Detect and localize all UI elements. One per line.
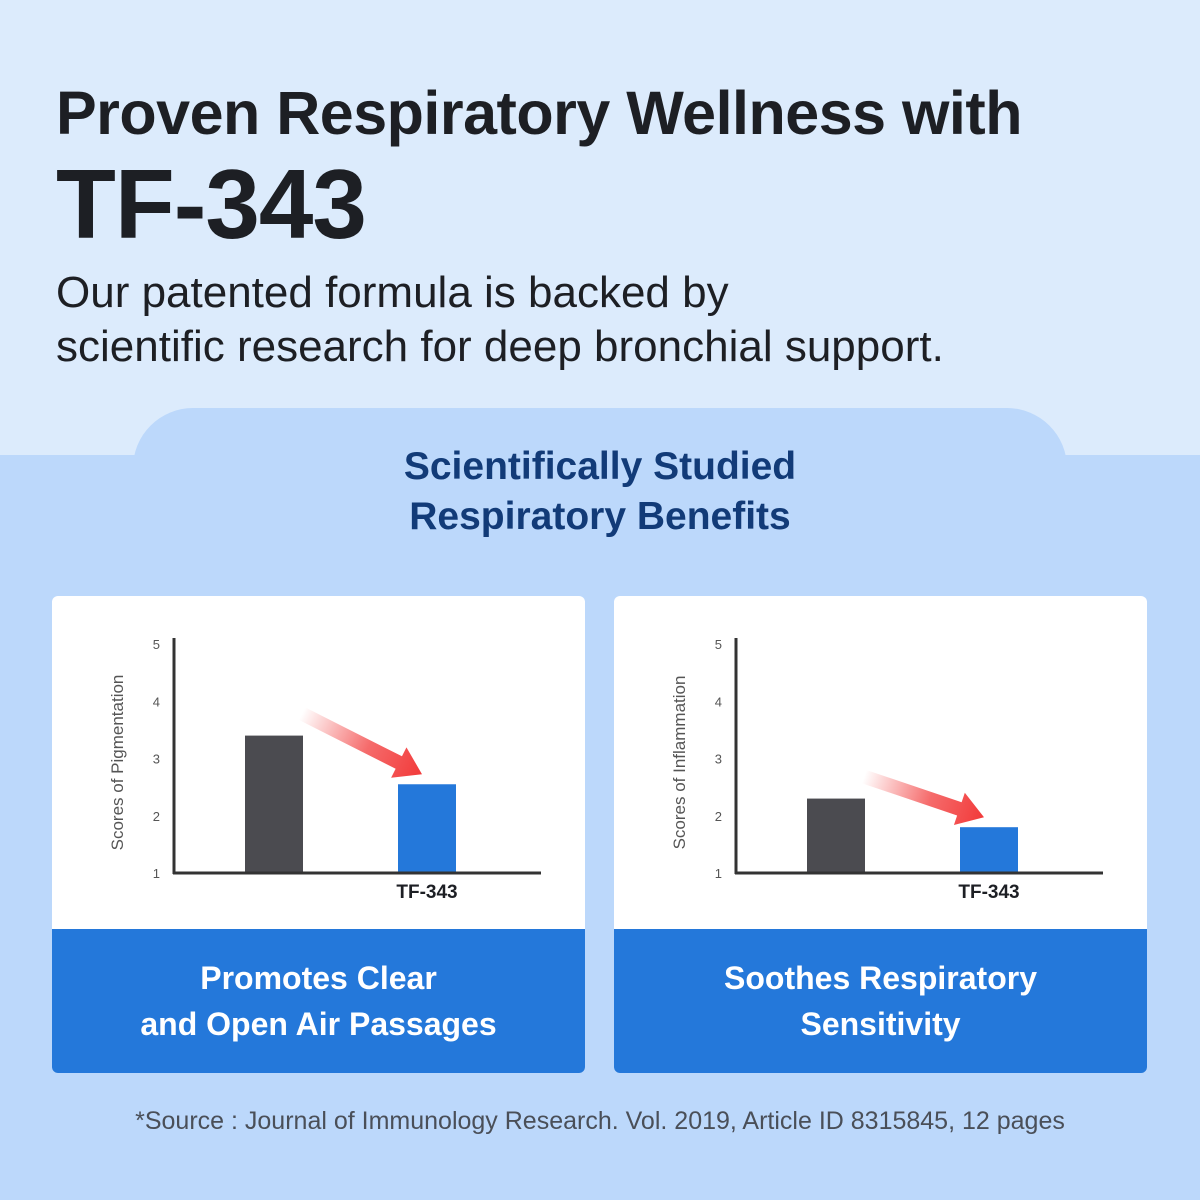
y-tick-label: 5 <box>153 637 160 652</box>
caption-line-1: Soothes Respiratory <box>724 960 1037 996</box>
tf343-bar <box>960 827 1018 873</box>
subtitle-line-1: Our patented formula is backed by <box>56 268 729 317</box>
source-citation: *Source : Journal of Immunology Research… <box>135 1107 1065 1135</box>
tf343-bar <box>398 784 456 873</box>
caption-line-2: and Open Air Passages <box>140 1006 497 1042</box>
pigmentation-card-caption: Promotes Clear and Open Air Passages <box>52 929 585 1073</box>
inflammation-card-caption: Soothes Respiratory Sensitivity <box>614 929 1147 1073</box>
y-tick-label: 2 <box>715 809 722 824</box>
decrease-arrow <box>298 707 423 778</box>
y-tick-label: 4 <box>715 694 722 709</box>
y-axis-label: Scores of Inflammation <box>670 676 689 850</box>
control-bar <box>245 735 303 873</box>
arrow-shape <box>298 707 423 778</box>
pigmentation-card: Scores of Pigmentation 1 2 3 4 5 TF-343 Promot… <box>52 596 585 1073</box>
y-tick-label: 1 <box>153 866 160 881</box>
inflammation-chart: Scores of Inflammation 1 2 3 4 5 TF-343 <box>670 637 1103 903</box>
caption-line-2: Sensitivity <box>800 1006 961 1042</box>
subtitle-line-2: scientific research for deep bronchial s… <box>56 322 944 371</box>
brand-name: TF-343 <box>56 149 367 259</box>
y-tick-label: 3 <box>715 752 722 767</box>
top-background <box>0 0 1200 460</box>
y-tick-label: 1 <box>715 866 722 881</box>
arrow-shape <box>861 769 985 825</box>
x-category-label: TF-343 <box>958 882 1019 903</box>
x-category-label: TF-343 <box>396 882 457 903</box>
section-tab-shape <box>133 408 1067 528</box>
decrease-arrow <box>861 769 985 825</box>
caption-line-1: Promotes Clear <box>200 960 437 996</box>
section-title-line-1: Scientifically Studied <box>403 445 797 488</box>
pigmentation-chart: Scores of Pigmentation 1 2 3 4 5 TF-343 <box>108 637 541 903</box>
y-tick-label: 4 <box>153 694 160 709</box>
y-tick-label: 3 <box>153 752 160 767</box>
section-title: Scientifically Studied Respiratory Benef… <box>0 442 1200 542</box>
page-subtitle: Our patented formula is backed by scient… <box>56 266 1156 374</box>
y-axis-label: Scores of Pigmentation <box>108 675 127 851</box>
section-title-line-2: Respiratory Benefits <box>409 495 791 538</box>
inflammation-card: Scores of Inflammation 1 2 3 4 5 TF-343 Soothe… <box>614 596 1147 1073</box>
control-bar <box>807 798 865 873</box>
y-tick-label: 2 <box>153 809 160 824</box>
page-title: Proven Respiratory Wellness with <box>56 79 1022 147</box>
y-tick-label: 5 <box>715 637 722 652</box>
